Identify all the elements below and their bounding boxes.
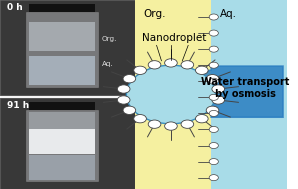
- Bar: [29, 22, 95, 51]
- Circle shape: [209, 94, 218, 100]
- Circle shape: [209, 110, 218, 116]
- Circle shape: [206, 74, 219, 83]
- Circle shape: [209, 46, 218, 52]
- Circle shape: [209, 175, 218, 181]
- Text: 91 h: 91 h: [7, 101, 30, 110]
- Circle shape: [209, 126, 218, 132]
- Bar: [29, 102, 95, 110]
- Text: Nanodroplet: Nanodroplet: [142, 33, 206, 43]
- Bar: [29, 112, 95, 129]
- Circle shape: [195, 66, 208, 74]
- Polygon shape: [145, 66, 283, 117]
- Circle shape: [209, 143, 218, 149]
- Circle shape: [181, 120, 194, 128]
- Circle shape: [206, 106, 219, 115]
- Circle shape: [212, 96, 224, 104]
- Circle shape: [164, 59, 177, 67]
- Circle shape: [134, 115, 146, 123]
- Text: Org.: Org.: [144, 9, 166, 19]
- Bar: [29, 155, 95, 180]
- Circle shape: [123, 74, 136, 83]
- Circle shape: [123, 106, 136, 115]
- Circle shape: [181, 61, 194, 69]
- Bar: [135, 0, 211, 189]
- Bar: [26, 12, 98, 87]
- Text: 0 h: 0 h: [7, 3, 23, 12]
- Circle shape: [195, 115, 208, 123]
- Circle shape: [148, 61, 161, 69]
- Circle shape: [164, 122, 177, 130]
- Bar: [26, 110, 98, 181]
- Circle shape: [117, 96, 130, 104]
- Text: Water transport
by osmosis: Water transport by osmosis: [201, 77, 290, 99]
- Circle shape: [134, 66, 146, 74]
- Circle shape: [212, 85, 224, 93]
- Bar: [211, 0, 287, 189]
- Text: Aq.: Aq.: [220, 9, 237, 19]
- Circle shape: [209, 14, 218, 20]
- Circle shape: [209, 78, 218, 84]
- Bar: [29, 129, 95, 154]
- Circle shape: [209, 62, 218, 68]
- Bar: [29, 4, 95, 12]
- Bar: [0, 0, 135, 94]
- Bar: [29, 56, 95, 85]
- Text: Aq.: Aq.: [102, 61, 114, 67]
- Bar: [0, 98, 135, 189]
- Circle shape: [148, 120, 161, 128]
- Text: Org.: Org.: [102, 36, 117, 42]
- Circle shape: [209, 159, 218, 165]
- Circle shape: [117, 85, 130, 93]
- Circle shape: [126, 65, 215, 124]
- Circle shape: [209, 30, 218, 36]
